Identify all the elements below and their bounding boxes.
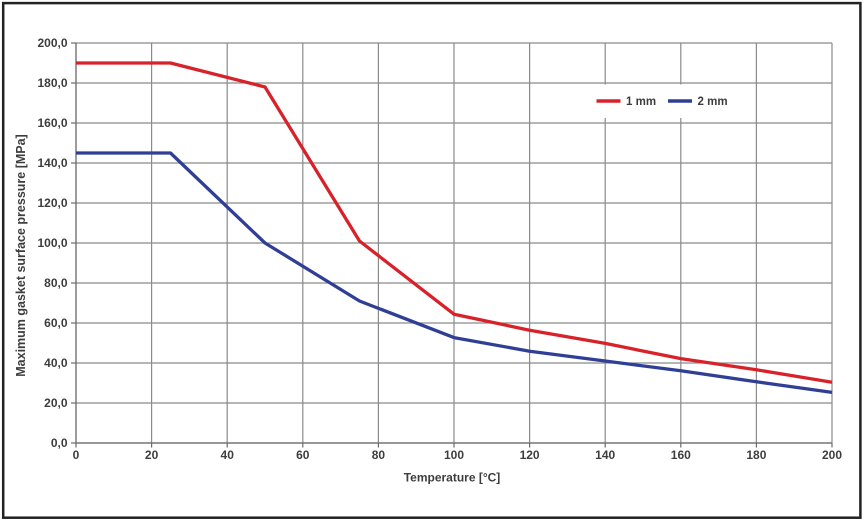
svg-text:Maximum gasket surface pressur: Maximum gasket surface pressure [MPa] (14, 134, 28, 376)
svg-text:20,0: 20,0 (44, 396, 68, 410)
svg-text:20: 20 (145, 448, 159, 462)
svg-text:0,0: 0,0 (51, 436, 68, 450)
svg-text:160: 160 (671, 448, 691, 462)
svg-text:140,0: 140,0 (37, 156, 67, 170)
svg-text:2 mm: 2 mm (698, 96, 728, 108)
svg-text:40: 40 (221, 448, 235, 462)
svg-text:100,0: 100,0 (37, 236, 67, 250)
svg-text:180,0: 180,0 (37, 76, 67, 90)
svg-text:180: 180 (746, 448, 766, 462)
svg-text:100: 100 (444, 448, 464, 462)
svg-text:120,0: 120,0 (37, 196, 67, 210)
svg-text:80: 80 (372, 448, 386, 462)
svg-text:200,0: 200,0 (37, 36, 67, 50)
svg-text:60,0: 60,0 (44, 316, 68, 330)
svg-text:0: 0 (73, 448, 80, 462)
svg-text:60: 60 (296, 448, 310, 462)
svg-text:40,0: 40,0 (44, 356, 68, 370)
svg-text:Temperature [°C]: Temperature [°C] (404, 471, 501, 485)
svg-text:140: 140 (595, 448, 615, 462)
svg-text:160,0: 160,0 (37, 116, 67, 130)
svg-text:120: 120 (520, 448, 540, 462)
svg-text:200: 200 (822, 448, 842, 462)
svg-text:80,0: 80,0 (44, 276, 68, 290)
svg-text:1 mm: 1 mm (626, 96, 656, 108)
